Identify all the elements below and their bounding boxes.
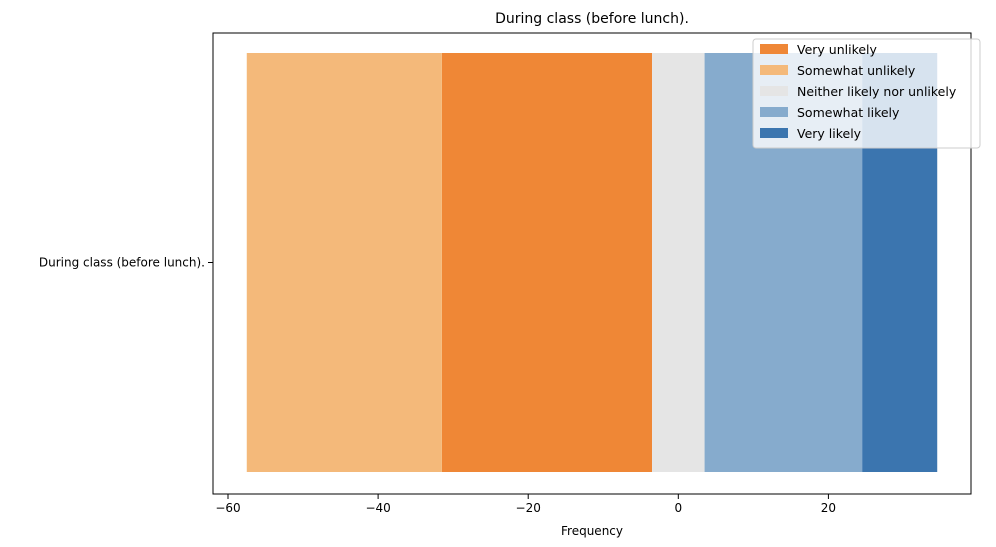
bar-very-unlikely [441, 53, 653, 472]
legend-label: Neither likely nor unlikely [797, 84, 957, 99]
legend-swatch [760, 86, 788, 96]
x-axis-label: Frequency [561, 524, 623, 538]
legend-swatch [760, 44, 788, 54]
legend-label: Somewhat likely [797, 105, 900, 120]
legend-box [752, 38, 981, 149]
chart-title: During class (before lunch). [495, 11, 689, 27]
y-tick-label: During class (before lunch). [39, 256, 205, 270]
plot-frame [212, 32, 972, 495]
x-tick-label: −60 [215, 501, 240, 515]
bar-somewhat-unlikely [246, 53, 442, 472]
x-tick-label: 20 [821, 501, 836, 515]
legend-label: Somewhat unlikely [797, 63, 916, 78]
legend-swatch [760, 107, 788, 117]
y-axis-ticks: During class (before lunch). [39, 256, 213, 270]
legend-swatch [760, 128, 788, 138]
legend-label: Very unlikely [797, 42, 878, 57]
x-axis-ticks: −60 −40 −20 0 20 [215, 494, 836, 515]
legend-label: Very likely [797, 126, 862, 141]
x-tick-label: −20 [516, 501, 541, 515]
x-tick-label: 0 [674, 501, 682, 515]
x-tick-label: −40 [365, 501, 390, 515]
bar-neither-likely-nor-unlikely [652, 53, 705, 472]
legend-swatch [760, 65, 788, 75]
legend: Very unlikely Somewhat unlikely Neither li… [752, 38, 981, 149]
